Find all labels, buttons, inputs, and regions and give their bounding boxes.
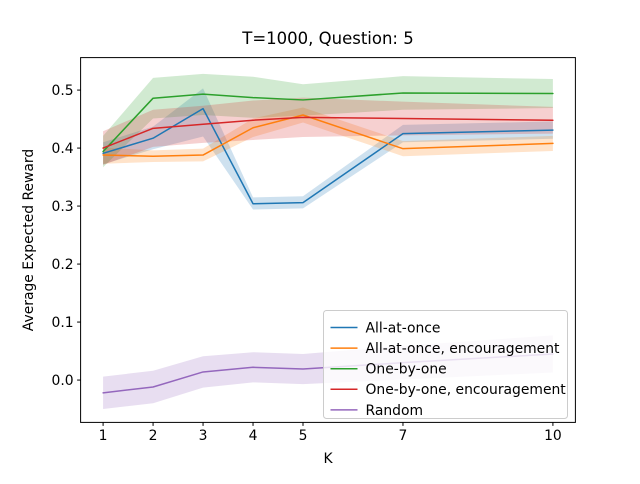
series-line-one-by-one [102, 92, 554, 153]
legend-item-one-by-one-encouragement: One-by-one, encouragement [330, 382, 567, 398]
confidence-band-one-by-one [103, 73, 553, 168]
x-tick-label: 7 [399, 428, 408, 444]
x-tick-label: 10 [544, 428, 562, 444]
confidence-band-all-at-once-encouragement [103, 107, 553, 164]
confidence-band-one-by-one-encouragement [103, 97, 553, 165]
legend-frame [323, 310, 568, 419]
legend: All-at-once All-at-once, encouragement One… [323, 310, 568, 419]
legend-label: All-at-once [366, 320, 441, 336]
y-tick-label: 0.4 [52, 141, 74, 157]
x-tick-label: 2 [149, 428, 158, 444]
chart-title: T=1000, Question: 5 [241, 29, 414, 48]
series-line-one-by-one-encouragement [102, 116, 554, 149]
legend-item-all-at-once: All-at-once [330, 320, 441, 336]
legend-label: All-at-once, encouragement [366, 341, 561, 357]
confidence-band-all-at-once [103, 88, 553, 210]
legend-label: One-by-one [366, 362, 447, 378]
y-axis-label: Average Expected Reward [21, 149, 37, 331]
series-line-all-at-once [102, 107, 554, 205]
x-tick-label: 3 [199, 428, 208, 444]
legend-label: One-by-one, encouragement [366, 382, 567, 398]
y-tick-label: 0.1 [52, 315, 74, 331]
x-tick-label: 1 [99, 428, 108, 444]
series-lines-layer [102, 92, 554, 394]
ticks-layer: 1 2 3 4 5 7 10 0.0 0.1 0.2 0.3 0.4 0.5 [52, 83, 562, 444]
legend-item-one-by-one: One-by-one [330, 362, 447, 378]
legend-item-random: Random [330, 403, 424, 419]
y-tick-label: 0.5 [52, 83, 74, 99]
plot-border [80, 57, 576, 423]
x-tick-label: 4 [249, 428, 258, 444]
y-tick-label: 0.3 [52, 199, 74, 215]
y-tick-label: 0.0 [52, 373, 74, 389]
x-axis-label: K [323, 451, 333, 467]
axes-layer [80, 57, 576, 423]
x-tick-label: 5 [299, 428, 308, 444]
series-line-all-at-once-encouragement [102, 114, 554, 157]
legend-item-all-at-once-encouragement: All-at-once, encouragement [330, 341, 561, 357]
legend-label: Random [366, 403, 424, 419]
y-tick-label: 0.2 [52, 257, 74, 273]
